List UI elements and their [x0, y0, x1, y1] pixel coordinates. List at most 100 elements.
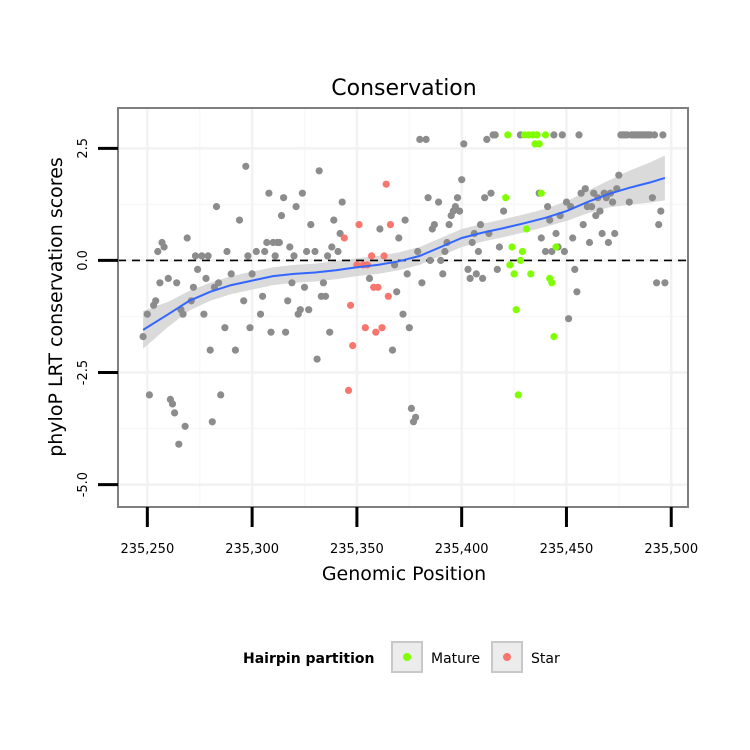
point-other — [592, 212, 600, 220]
point-other — [307, 221, 315, 229]
point-other — [495, 243, 503, 251]
point-star — [349, 342, 357, 350]
point-star — [374, 283, 382, 291]
chart-title: Conservation — [331, 76, 476, 101]
point-mature — [514, 391, 522, 399]
x-tick-label: 235,450 — [540, 542, 594, 557]
point-other — [441, 247, 449, 256]
point-other — [395, 234, 403, 242]
point-other — [145, 391, 153, 399]
legend-title: Hairpin partition — [243, 651, 374, 667]
point-other — [609, 198, 617, 206]
point-star — [378, 324, 386, 332]
legend-swatch-mature — [403, 653, 411, 661]
point-other — [575, 131, 583, 139]
point-other — [286, 243, 294, 251]
point-star — [382, 180, 390, 188]
point-other — [194, 265, 202, 273]
point-other — [248, 270, 256, 278]
point-star — [340, 234, 348, 242]
point-other — [235, 216, 244, 224]
legend-key-star — [491, 641, 523, 673]
point-other — [198, 252, 206, 260]
x-tick-label: 235,250 — [120, 542, 174, 557]
point-other — [139, 333, 147, 341]
point-star — [384, 292, 392, 300]
point-other — [200, 310, 208, 318]
legend: Hairpin partition Mature Star — [243, 641, 560, 673]
point-other — [468, 238, 476, 247]
point-other — [585, 238, 594, 247]
point-other — [221, 324, 229, 332]
point-other — [577, 189, 585, 197]
point-other — [259, 292, 267, 300]
point-star — [386, 221, 394, 229]
point-star — [361, 324, 369, 332]
point-other — [604, 238, 613, 247]
point-other — [365, 274, 374, 282]
point-mature — [504, 131, 512, 139]
point-other — [571, 265, 579, 273]
point-other — [491, 131, 499, 139]
point-other — [625, 198, 633, 206]
point-other — [458, 176, 466, 184]
point-other — [403, 270, 411, 278]
point-other — [483, 135, 491, 143]
point-other — [479, 274, 487, 282]
point-other — [336, 229, 344, 238]
point-other — [376, 225, 384, 233]
point-other — [244, 252, 252, 260]
point-other — [401, 216, 409, 224]
y-tick-label: -2.5 — [76, 360, 91, 385]
point-other — [315, 167, 323, 175]
point-other — [537, 234, 545, 242]
point-star — [344, 386, 353, 394]
point-other — [321, 292, 330, 300]
point-star — [372, 328, 380, 336]
point-mature — [535, 140, 543, 148]
point-other — [267, 328, 275, 336]
point-other — [456, 207, 464, 215]
point-other — [550, 131, 558, 139]
x-tick-label: 235,500 — [644, 542, 698, 557]
data-points-layer — [139, 131, 669, 448]
point-mature — [516, 256, 525, 264]
point-other — [445, 221, 453, 229]
point-other — [168, 400, 177, 408]
point-mature — [512, 306, 520, 314]
point-other — [548, 247, 556, 256]
point-other — [275, 238, 283, 247]
point-other — [439, 270, 447, 278]
point-other — [405, 324, 413, 332]
point-other — [611, 229, 619, 238]
x-axis-label: Genomic Position — [322, 563, 486, 585]
point-other — [596, 207, 604, 215]
point-other — [173, 279, 181, 287]
point-other — [659, 131, 667, 139]
point-other — [430, 221, 438, 229]
point-other — [265, 189, 273, 197]
confidence-band — [143, 155, 665, 349]
point-other — [319, 279, 327, 287]
point-other — [328, 243, 336, 251]
point-other — [453, 194, 462, 202]
series-star — [340, 180, 394, 394]
point-other — [143, 310, 151, 318]
point-mature — [527, 270, 535, 278]
y-tick-label: 2.5 — [76, 138, 91, 159]
point-other — [271, 252, 279, 260]
point-other — [393, 288, 401, 296]
point-mature — [523, 225, 531, 233]
point-other — [481, 194, 489, 202]
point-other — [500, 207, 508, 215]
point-other — [472, 270, 480, 278]
point-other — [152, 297, 160, 305]
legend-label-star: Star — [531, 651, 560, 667]
point-other — [412, 413, 420, 421]
point-other — [466, 274, 474, 282]
point-other — [655, 221, 663, 229]
point-other — [164, 274, 172, 282]
point-other — [288, 279, 296, 287]
point-other — [284, 297, 292, 305]
point-other — [546, 216, 554, 224]
